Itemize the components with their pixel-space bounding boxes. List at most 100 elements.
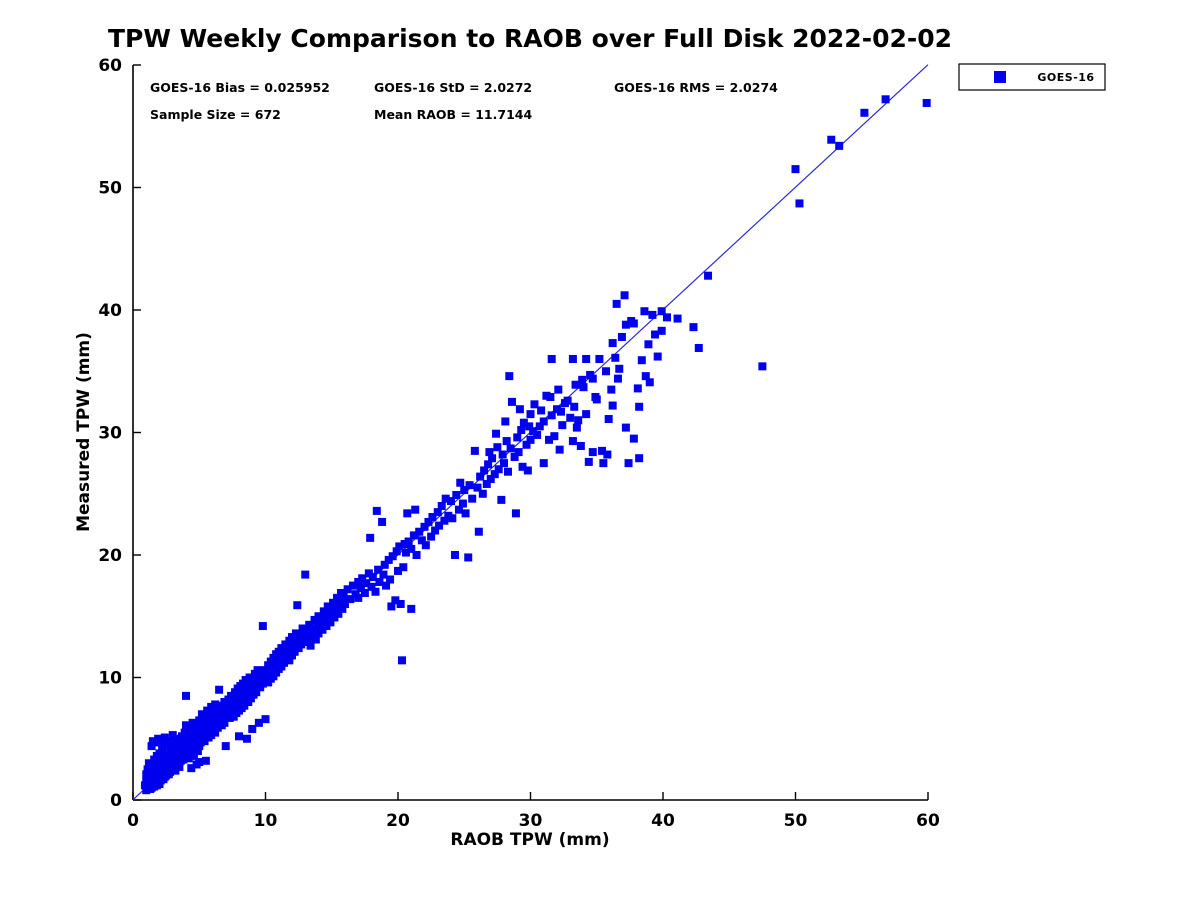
scatter-point (341, 600, 349, 608)
y-axis-ticks: 0 10 20 30 40 50 60 (98, 56, 141, 811)
scatter-point (547, 411, 556, 420)
scatter-point (620, 291, 629, 300)
scatter-point (673, 314, 682, 323)
scatter-point (317, 619, 326, 628)
y-tick-label: 10 (98, 669, 122, 689)
scatter-point (511, 509, 520, 518)
scatter-point (576, 441, 585, 450)
scatter-point (193, 747, 202, 755)
scatter-point (480, 466, 489, 475)
scatter-point (574, 416, 583, 425)
scatter-point (550, 432, 559, 441)
scatter-point (367, 582, 376, 591)
scatter-point (360, 588, 369, 597)
scatter-point (758, 362, 767, 371)
scatter-point (253, 666, 262, 675)
scatter-point (694, 343, 703, 352)
scatter-point (175, 762, 184, 771)
scatter-point (493, 443, 502, 452)
scatter-point (197, 710, 206, 719)
scatter-point (302, 628, 311, 637)
x-tick-label: 40 (651, 811, 675, 831)
scatter-point (598, 446, 607, 455)
scatter-point (427, 532, 436, 541)
scatter-point (612, 299, 621, 308)
scatter-point (526, 435, 535, 444)
scatter-point (148, 737, 157, 746)
scatter-point (637, 356, 646, 365)
scatter-point (254, 718, 263, 727)
x-tick-label: 50 (784, 811, 808, 831)
scatter-point (539, 459, 548, 468)
scatter-point (554, 385, 563, 394)
scatter-point (611, 353, 620, 362)
x-tick-label: 20 (386, 811, 410, 831)
scatter-point (835, 141, 844, 150)
scatter-point (533, 430, 542, 439)
scatter-point (252, 688, 261, 697)
scatter-point (486, 475, 495, 484)
scatter-point (335, 597, 344, 606)
scatter-point (546, 392, 555, 401)
scatter-point (506, 444, 515, 453)
scatter-point (608, 401, 617, 410)
scatter-point (556, 407, 565, 416)
scatter-point (372, 506, 381, 515)
scatter-point (482, 479, 491, 488)
stat-bias: GOES-16 Bias = 0.025952 (150, 80, 330, 95)
chart-title: TPW Weekly Comparison to RAOB over Full … (108, 24, 952, 53)
scatter-point (497, 495, 506, 504)
scatter-point (473, 483, 482, 492)
scatter-point (539, 417, 548, 426)
scatter-point (704, 271, 713, 280)
scatter-point (188, 718, 197, 727)
scatter-point (221, 742, 230, 751)
scatter-point (215, 685, 224, 694)
scatter-point (860, 108, 869, 117)
scatter-point (235, 732, 243, 741)
scatter-point (437, 502, 446, 510)
scatter-point (201, 756, 210, 765)
scatter-point (500, 459, 508, 468)
scatter-point (412, 551, 421, 559)
scatter-point (454, 505, 463, 514)
y-tick-label: 20 (98, 546, 122, 566)
scatter-point (417, 536, 426, 545)
scatter-point (378, 517, 387, 526)
scatter-point (523, 466, 532, 475)
scatter-point (795, 199, 804, 208)
y-tick-label: 60 (98, 56, 122, 76)
x-tick-label: 10 (254, 811, 278, 831)
scatter-point (568, 355, 577, 363)
scatter-point (494, 465, 503, 474)
scatter-point (146, 784, 155, 793)
scatter-point (662, 313, 671, 322)
scatter-point (431, 526, 440, 535)
scatter-point (147, 742, 156, 751)
scatter-point (187, 764, 196, 773)
scatter-point (537, 406, 546, 415)
scatter-point (331, 602, 340, 611)
stat-sample-size: Sample Size = 672 (150, 107, 281, 122)
scatter-point (441, 494, 450, 503)
legend: GOES-16 (958, 63, 1106, 91)
scatter-point (396, 600, 405, 608)
scatter-point (488, 454, 497, 463)
scatter-point (285, 656, 294, 665)
scatter-point (526, 410, 535, 419)
scatter-point (588, 448, 597, 457)
scatter-point (301, 570, 310, 579)
scatter-point (633, 384, 642, 393)
scatter-point (604, 415, 613, 424)
stat-rms: GOES-16 RMS = 2.0274 (614, 80, 778, 95)
scatter-point (635, 402, 644, 411)
scatter-point (922, 98, 931, 107)
scatter-point (211, 728, 220, 737)
scatter-point (458, 499, 467, 508)
scatter-point (415, 527, 424, 536)
scatter-point (570, 402, 579, 411)
scatter-point (424, 517, 433, 526)
scatter-point (525, 422, 534, 431)
scatter-point (375, 577, 384, 586)
